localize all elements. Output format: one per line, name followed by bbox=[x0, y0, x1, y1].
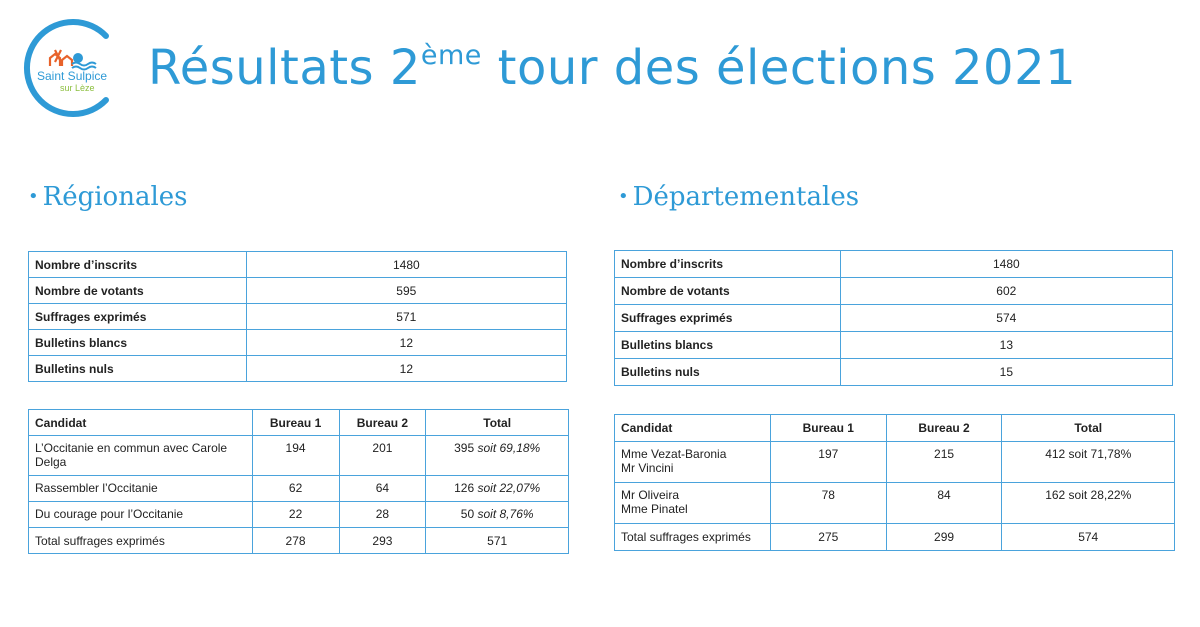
title-prefix: Résultats 2 bbox=[148, 40, 421, 96]
bureau2-value: 28 bbox=[338, 501, 427, 528]
table-row: Mme Vezat-Baronia Mr Vincini 197 215 412 … bbox=[614, 441, 1175, 483]
candidate-name: Rassembler l’Occitanie bbox=[28, 475, 253, 502]
bureau2-value: 84 bbox=[885, 482, 1003, 524]
title-superscript: ème bbox=[420, 40, 482, 71]
stat-row: Suffrages exprimés 571 bbox=[28, 303, 568, 330]
column-header-total: Total bbox=[425, 409, 569, 436]
stat-value: 602 bbox=[839, 277, 1174, 305]
departementales-candidates-table: Candidat Bureau 1 Bureau 2 Total Mme Vez… bbox=[614, 414, 1175, 551]
bureau1-value: 78 bbox=[769, 482, 887, 524]
departementales-stats-table: Nombre d’inscrits 1480 Nombre de votants 6… bbox=[614, 250, 1174, 386]
bureau1-value: 62 bbox=[251, 475, 340, 502]
stat-value: 1480 bbox=[245, 251, 568, 278]
bureau2-total: 293 bbox=[338, 527, 427, 554]
bureau1-value: 22 bbox=[251, 501, 340, 528]
total-value: 126 soit 22,07% bbox=[425, 475, 569, 502]
regionales-candidates-table: Candidat Bureau 1 Bureau 2 Total L’Occit… bbox=[28, 409, 569, 554]
candidate-name: Mme Vezat-Baronia Mr Vincini bbox=[614, 441, 771, 483]
bureau1-total: 278 bbox=[251, 527, 340, 554]
saint-sulpice-logo: Saint Sulpice sur Lèze bbox=[20, 18, 124, 118]
table-total-row: Total suffrages exprimés 278 293 571 bbox=[28, 527, 569, 554]
stat-row: Nombre d’inscrits 1480 bbox=[614, 250, 1174, 278]
total-value: 412 soit 71,78% bbox=[1001, 441, 1175, 483]
total-row-label: Total suffrages exprimés bbox=[28, 527, 253, 554]
table-row: Du courage pour l’Occitanie 22 28 50 soi… bbox=[28, 501, 569, 528]
table-row: Rassembler l’Occitanie 62 64 126 soit 22… bbox=[28, 475, 569, 502]
column-header-bureau2: Bureau 2 bbox=[338, 409, 427, 436]
stat-row: Bulletins blancs 12 bbox=[28, 329, 568, 356]
stat-label: Bulletins blancs bbox=[614, 331, 841, 359]
page-title: Résultats 2ème tour des élections 2021 bbox=[148, 40, 1076, 96]
logo-text-line1: Saint Sulpice bbox=[37, 69, 107, 83]
stat-label: Suffrages exprimés bbox=[28, 303, 247, 330]
stat-value: 571 bbox=[245, 303, 568, 330]
total-value: 50 soit 8,76% bbox=[425, 501, 569, 528]
stat-label: Bulletins nuls bbox=[614, 358, 841, 386]
stat-label: Suffrages exprimés bbox=[614, 304, 841, 332]
table-header-row: Candidat Bureau 1 Bureau 2 Total bbox=[614, 414, 1175, 442]
stat-value: 1480 bbox=[839, 250, 1174, 278]
column-header-candidat: Candidat bbox=[28, 409, 253, 436]
grand-total: 574 bbox=[1001, 523, 1175, 551]
total-row-label: Total suffrages exprimés bbox=[614, 523, 771, 551]
section-title-regionales: • Régionales bbox=[28, 182, 188, 212]
stat-row: Nombre d’inscrits 1480 bbox=[28, 251, 568, 278]
stat-value: 15 bbox=[839, 358, 1174, 386]
stat-label: Bulletins nuls bbox=[28, 355, 247, 382]
table-header-row: Candidat Bureau 1 Bureau 2 Total bbox=[28, 409, 569, 436]
stat-value: 13 bbox=[839, 331, 1174, 359]
total-value: 162 soit 28,22% bbox=[1001, 482, 1175, 524]
bureau2-total: 299 bbox=[885, 523, 1003, 551]
logo-text-line2: sur Lèze bbox=[60, 83, 95, 93]
section-title-text: Départementales bbox=[632, 182, 860, 212]
stat-label: Nombre d’inscrits bbox=[614, 250, 841, 278]
bureau2-value: 64 bbox=[338, 475, 427, 502]
table-row: Mr Oliveira Mme Pinatel 78 84 162 soit 28… bbox=[614, 482, 1175, 524]
column-header-total: Total bbox=[1001, 414, 1175, 442]
stat-label: Nombre d’inscrits bbox=[28, 251, 247, 278]
stat-row: Suffrages exprimés 574 bbox=[614, 304, 1174, 332]
stat-value: 574 bbox=[839, 304, 1174, 332]
candidate-name: L’Occitanie en commun avec Carole Delga bbox=[28, 435, 253, 476]
stat-row: Bulletins nuls 15 bbox=[614, 358, 1174, 386]
bureau1-value: 194 bbox=[251, 435, 340, 476]
column-header-bureau1: Bureau 1 bbox=[769, 414, 887, 442]
total-value: 395 soit 69,18% bbox=[425, 435, 569, 476]
stat-label: Nombre de votants bbox=[28, 277, 247, 304]
column-header-candidat: Candidat bbox=[614, 414, 771, 442]
candidate-name: Mr Oliveira Mme Pinatel bbox=[614, 482, 771, 524]
stat-value: 12 bbox=[245, 355, 568, 382]
stat-row: Nombre de votants 595 bbox=[28, 277, 568, 304]
regionales-stats-table: Nombre d’inscrits 1480 Nombre de votants 5… bbox=[28, 251, 568, 382]
bureau2-value: 215 bbox=[885, 441, 1003, 483]
stat-label: Nombre de votants bbox=[614, 277, 841, 305]
bureau2-value: 201 bbox=[338, 435, 427, 476]
stat-row: Bulletins nuls 12 bbox=[28, 355, 568, 382]
stat-value: 595 bbox=[245, 277, 568, 304]
title-suffix: tour des élections 2021 bbox=[481, 40, 1077, 96]
section-title-departementales: • Départementales bbox=[618, 182, 859, 212]
column-header-bureau1: Bureau 1 bbox=[251, 409, 340, 436]
stat-row: Nombre de votants 602 bbox=[614, 277, 1174, 305]
stat-value: 12 bbox=[245, 329, 568, 356]
bureau1-total: 275 bbox=[769, 523, 887, 551]
bullet-icon: • bbox=[28, 186, 39, 207]
table-row: L’Occitanie en commun avec Carole Delga 1… bbox=[28, 435, 569, 476]
column-header-bureau2: Bureau 2 bbox=[885, 414, 1003, 442]
grand-total: 571 bbox=[425, 527, 569, 554]
candidate-name: Du courage pour l’Occitanie bbox=[28, 501, 253, 528]
stat-row: Bulletins blancs 13 bbox=[614, 331, 1174, 359]
table-total-row: Total suffrages exprimés 275 299 574 bbox=[614, 523, 1175, 551]
section-title-text: Régionales bbox=[42, 182, 188, 212]
bullet-icon: • bbox=[618, 186, 629, 207]
bureau1-value: 197 bbox=[769, 441, 887, 483]
stat-label: Bulletins blancs bbox=[28, 329, 247, 356]
